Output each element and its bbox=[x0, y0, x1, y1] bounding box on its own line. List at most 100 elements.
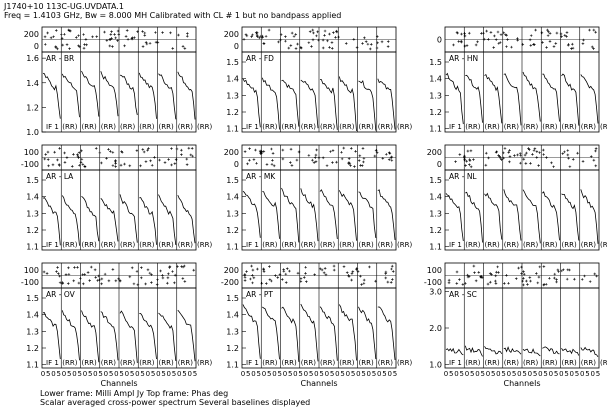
phase-point bbox=[536, 281, 540, 285]
phase-point bbox=[65, 43, 69, 46]
phase-point bbox=[318, 267, 322, 271]
if-label: (RR) bbox=[485, 241, 500, 249]
phase-point bbox=[310, 45, 313, 48]
if-label: (RR) bbox=[197, 241, 212, 249]
phase-point bbox=[43, 157, 47, 161]
phase-point bbox=[460, 40, 463, 44]
channel-tick-label: 0 bbox=[559, 370, 563, 378]
phase-point bbox=[545, 156, 548, 159]
if-label: (RR) bbox=[262, 123, 277, 131]
channel-tick-label: 0 bbox=[325, 370, 329, 378]
phase-point bbox=[331, 161, 334, 164]
if-label: IF 1 bbox=[246, 241, 259, 249]
phase-point bbox=[181, 265, 185, 269]
phase-point bbox=[490, 273, 493, 276]
phase-point bbox=[326, 39, 329, 43]
phase-point bbox=[594, 30, 597, 34]
channel-tick-label: 0 bbox=[41, 370, 45, 378]
phase-point bbox=[72, 153, 75, 156]
phase-point bbox=[552, 165, 555, 169]
if-label: (RR) bbox=[562, 241, 577, 249]
phase-point bbox=[552, 45, 556, 48]
phase-point bbox=[183, 280, 187, 283]
phase-point bbox=[496, 30, 500, 34]
if-label: IF 1 bbox=[46, 241, 59, 249]
phase-point bbox=[284, 39, 287, 43]
phase-point bbox=[180, 153, 183, 156]
phase-point bbox=[337, 35, 340, 39]
phase-point bbox=[342, 146, 346, 150]
phase-point bbox=[285, 267, 289, 271]
phase-point bbox=[362, 157, 366, 160]
phase-point bbox=[465, 44, 469, 47]
phase-point bbox=[311, 38, 315, 42]
phase-point bbox=[387, 151, 391, 155]
phase-point bbox=[476, 40, 479, 44]
phase-tick-label: 200 bbox=[24, 30, 39, 39]
amplitude-series-line bbox=[42, 70, 196, 120]
phase-point bbox=[387, 158, 391, 162]
phase-tick-label: 200 bbox=[427, 148, 442, 157]
phase-point bbox=[141, 30, 144, 33]
phase-point bbox=[64, 273, 68, 277]
phase-point bbox=[251, 281, 254, 285]
phase-point bbox=[368, 47, 372, 51]
channel-tick-label: 0 bbox=[454, 370, 458, 378]
phase-point bbox=[525, 151, 528, 155]
channel-tick-label: 5 bbox=[575, 370, 579, 378]
phase-point bbox=[592, 47, 595, 50]
phase-point bbox=[505, 273, 508, 277]
phase-point bbox=[128, 164, 132, 168]
phase-point bbox=[381, 157, 385, 160]
phase-point bbox=[78, 45, 82, 49]
phase-point bbox=[155, 283, 159, 287]
phase-point bbox=[284, 272, 288, 276]
phase-point bbox=[347, 162, 350, 165]
phase-point bbox=[520, 265, 523, 269]
phase-tick-label: 200 bbox=[224, 266, 239, 275]
phase-point bbox=[547, 30, 550, 34]
amp-tick-label: 1.1 bbox=[226, 125, 239, 134]
phase-point bbox=[502, 282, 506, 285]
channel-tick-label: 0 bbox=[272, 370, 276, 378]
phase-point bbox=[170, 147, 173, 150]
amp-tick-label: 1.1 bbox=[429, 125, 442, 134]
phase-point bbox=[60, 37, 64, 40]
phase-point bbox=[356, 270, 360, 273]
channel-tick-label: 5 bbox=[491, 370, 495, 378]
phase-point bbox=[538, 151, 541, 154]
channel-tick-label: 0 bbox=[62, 370, 66, 378]
phase-point bbox=[363, 36, 366, 40]
phase-point bbox=[522, 283, 525, 287]
phase-point bbox=[375, 46, 379, 50]
phase-point bbox=[124, 34, 128, 38]
channel-tick-label: 0 bbox=[591, 370, 595, 378]
amp-tick-label: 1.1 bbox=[26, 361, 39, 370]
phase-point bbox=[583, 274, 586, 278]
phase-point bbox=[58, 147, 61, 150]
phase-point bbox=[368, 265, 371, 269]
phase-point bbox=[63, 151, 66, 155]
amplitude-series-line bbox=[445, 345, 599, 358]
phase-point bbox=[116, 29, 120, 33]
phase-point bbox=[458, 278, 461, 281]
phase-point bbox=[107, 147, 110, 151]
phase-point bbox=[507, 281, 510, 285]
if-label: (RR) bbox=[523, 359, 538, 367]
phase-point bbox=[113, 33, 116, 36]
phase-point bbox=[278, 273, 282, 276]
channel-tick-label: 5 bbox=[382, 370, 386, 378]
phase-point bbox=[516, 37, 519, 40]
phase-point bbox=[142, 150, 146, 154]
phase-point bbox=[588, 280, 592, 283]
channel-tick-label: 0 bbox=[388, 370, 392, 378]
phase-point bbox=[524, 162, 528, 165]
if-label: (RR) bbox=[62, 359, 77, 367]
if-label: (RR) bbox=[120, 359, 135, 367]
phase-point bbox=[150, 163, 154, 167]
phase-point bbox=[180, 148, 183, 152]
channel-tick-label: 5 bbox=[585, 370, 589, 378]
phase-point bbox=[304, 265, 308, 269]
if-label: (RR) bbox=[178, 123, 193, 131]
phase-point bbox=[250, 264, 253, 268]
